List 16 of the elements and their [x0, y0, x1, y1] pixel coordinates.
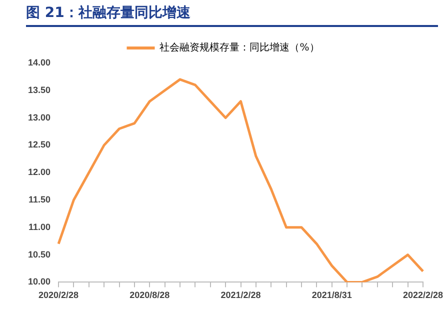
y-tick-label: 11.00: [28, 222, 51, 232]
y-tick-label: 12.00: [28, 167, 51, 178]
legend-label: 社会融资规模存量：同比增速（%）: [160, 42, 320, 54]
y-tick-label: 13.50: [28, 84, 51, 95]
x-tick-label: 2020/2/28: [38, 290, 79, 300]
x-tick-label: 2020/8/28: [130, 290, 170, 300]
chart-title: 图 21：社融存量同比增速: [26, 4, 438, 27]
y-tick-label: 14.00: [28, 57, 51, 68]
x-tick-label: 2022/2/28: [402, 290, 444, 300]
y-tick-label: 12.50: [28, 140, 51, 150]
y-tick-label: 10.00: [28, 276, 51, 287]
y-tick-label: 10.50: [28, 249, 51, 260]
x-tick-label: 2021/2/28: [220, 290, 261, 300]
y-tick-label: 13.00: [28, 112, 51, 122]
y-tick-label: 11.50: [28, 194, 51, 204]
x-tick-label: 2021/8/31: [312, 290, 352, 300]
